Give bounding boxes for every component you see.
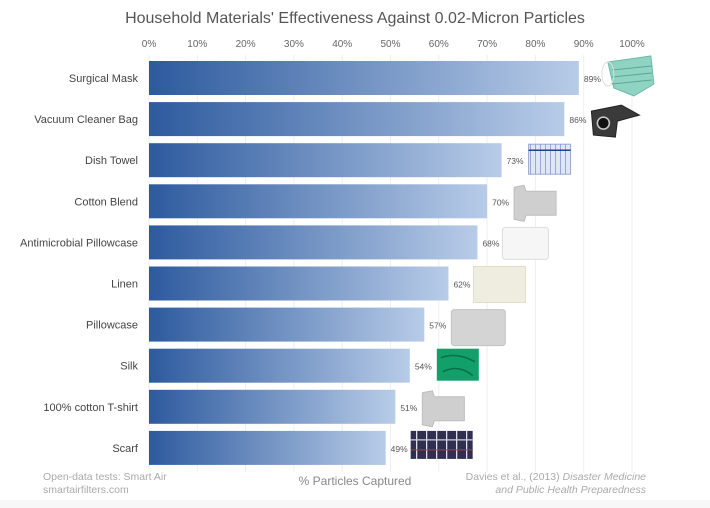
data-label: 62% (453, 280, 470, 290)
category-label: Linen (111, 279, 138, 291)
bar (149, 307, 425, 342)
source-left-line2: smartairfilters.com (43, 484, 129, 496)
category-label: Surgical Mask (69, 73, 139, 85)
silk-fabric-image (436, 348, 479, 381)
x-tick-label: 50% (380, 39, 400, 50)
bar (149, 225, 478, 260)
bar (149, 389, 396, 424)
bottom-strip (0, 500, 710, 508)
bar (149, 348, 410, 383)
linen-fabric-image (472, 266, 526, 303)
data-label: 49% (391, 444, 408, 454)
x-tick-label: 60% (429, 39, 449, 50)
bar (149, 143, 502, 178)
vacuum-bag-image (590, 104, 641, 138)
data-label: 54% (415, 362, 432, 372)
plaid-scarf-image (410, 430, 473, 459)
surgical-mask-image (601, 55, 655, 97)
x-tick-label: 80% (525, 39, 545, 50)
data-label: 73% (507, 156, 524, 166)
data-label: 57% (429, 321, 446, 331)
x-tick-label: 100% (619, 39, 645, 50)
bar (149, 61, 579, 95)
citation-journal-2: and Public Health Preparedness (495, 484, 646, 496)
dish-towel-image (528, 143, 572, 175)
x-axis-label: % Particles Captured (298, 474, 412, 488)
bar (149, 184, 488, 219)
bar (149, 102, 565, 137)
bar (149, 266, 449, 301)
x-tick-label: 30% (284, 39, 304, 50)
chart-title: Household Materials' Effectiveness Again… (125, 10, 585, 27)
category-label: Pillowcase (86, 320, 138, 332)
x-tick-label: 0% (142, 39, 157, 50)
data-label: 70% (492, 197, 509, 207)
antimicrobial-pillowcase-image (501, 226, 549, 260)
citation-journal-1: Disaster Medicine (562, 471, 646, 483)
x-tick-label: 10% (187, 39, 207, 50)
category-label: 100% cotton T-shirt (43, 402, 138, 414)
category-label: Antimicrobial Pillowcase (20, 237, 138, 249)
x-tick-label: 70% (477, 39, 497, 50)
data-label: 89% (584, 74, 601, 84)
category-label: Cotton Blend (74, 196, 138, 208)
item-images (410, 55, 655, 459)
source-left-line1: Open-data tests: Smart Air (43, 471, 167, 483)
source-right: Davies et al., (2013) Disaster Medicine … (466, 471, 646, 497)
x-tick-label: 90% (574, 39, 594, 50)
bar (149, 430, 386, 465)
citation-prefix: Davies et al., (2013) (465, 471, 563, 483)
x-tick-label: 20% (236, 39, 256, 50)
cotton-blend-shirt-image (513, 184, 557, 222)
cotton-tshirt-image (421, 390, 465, 428)
category-label: Dish Towel (85, 155, 138, 167)
pillowcase-image (450, 309, 506, 347)
x-axis-ticks: 0% 10% 20% 30% 40% 50% 60% 70% 80% 90% 100% (142, 39, 645, 50)
x-tick-label: 40% (332, 39, 352, 50)
category-label: Silk (120, 361, 138, 373)
source-left: Open-data tests: Smart Air smartairfilte… (43, 471, 167, 497)
bars: Surgical Mask 89% Vacuum Cleaner Bag 86% Dis… (20, 61, 601, 465)
category-label: Vacuum Cleaner Bag (34, 114, 138, 126)
data-label: 51% (400, 403, 417, 413)
data-label: 86% (569, 115, 586, 125)
data-label: 68% (482, 238, 499, 248)
category-label: Scarf (112, 443, 139, 455)
